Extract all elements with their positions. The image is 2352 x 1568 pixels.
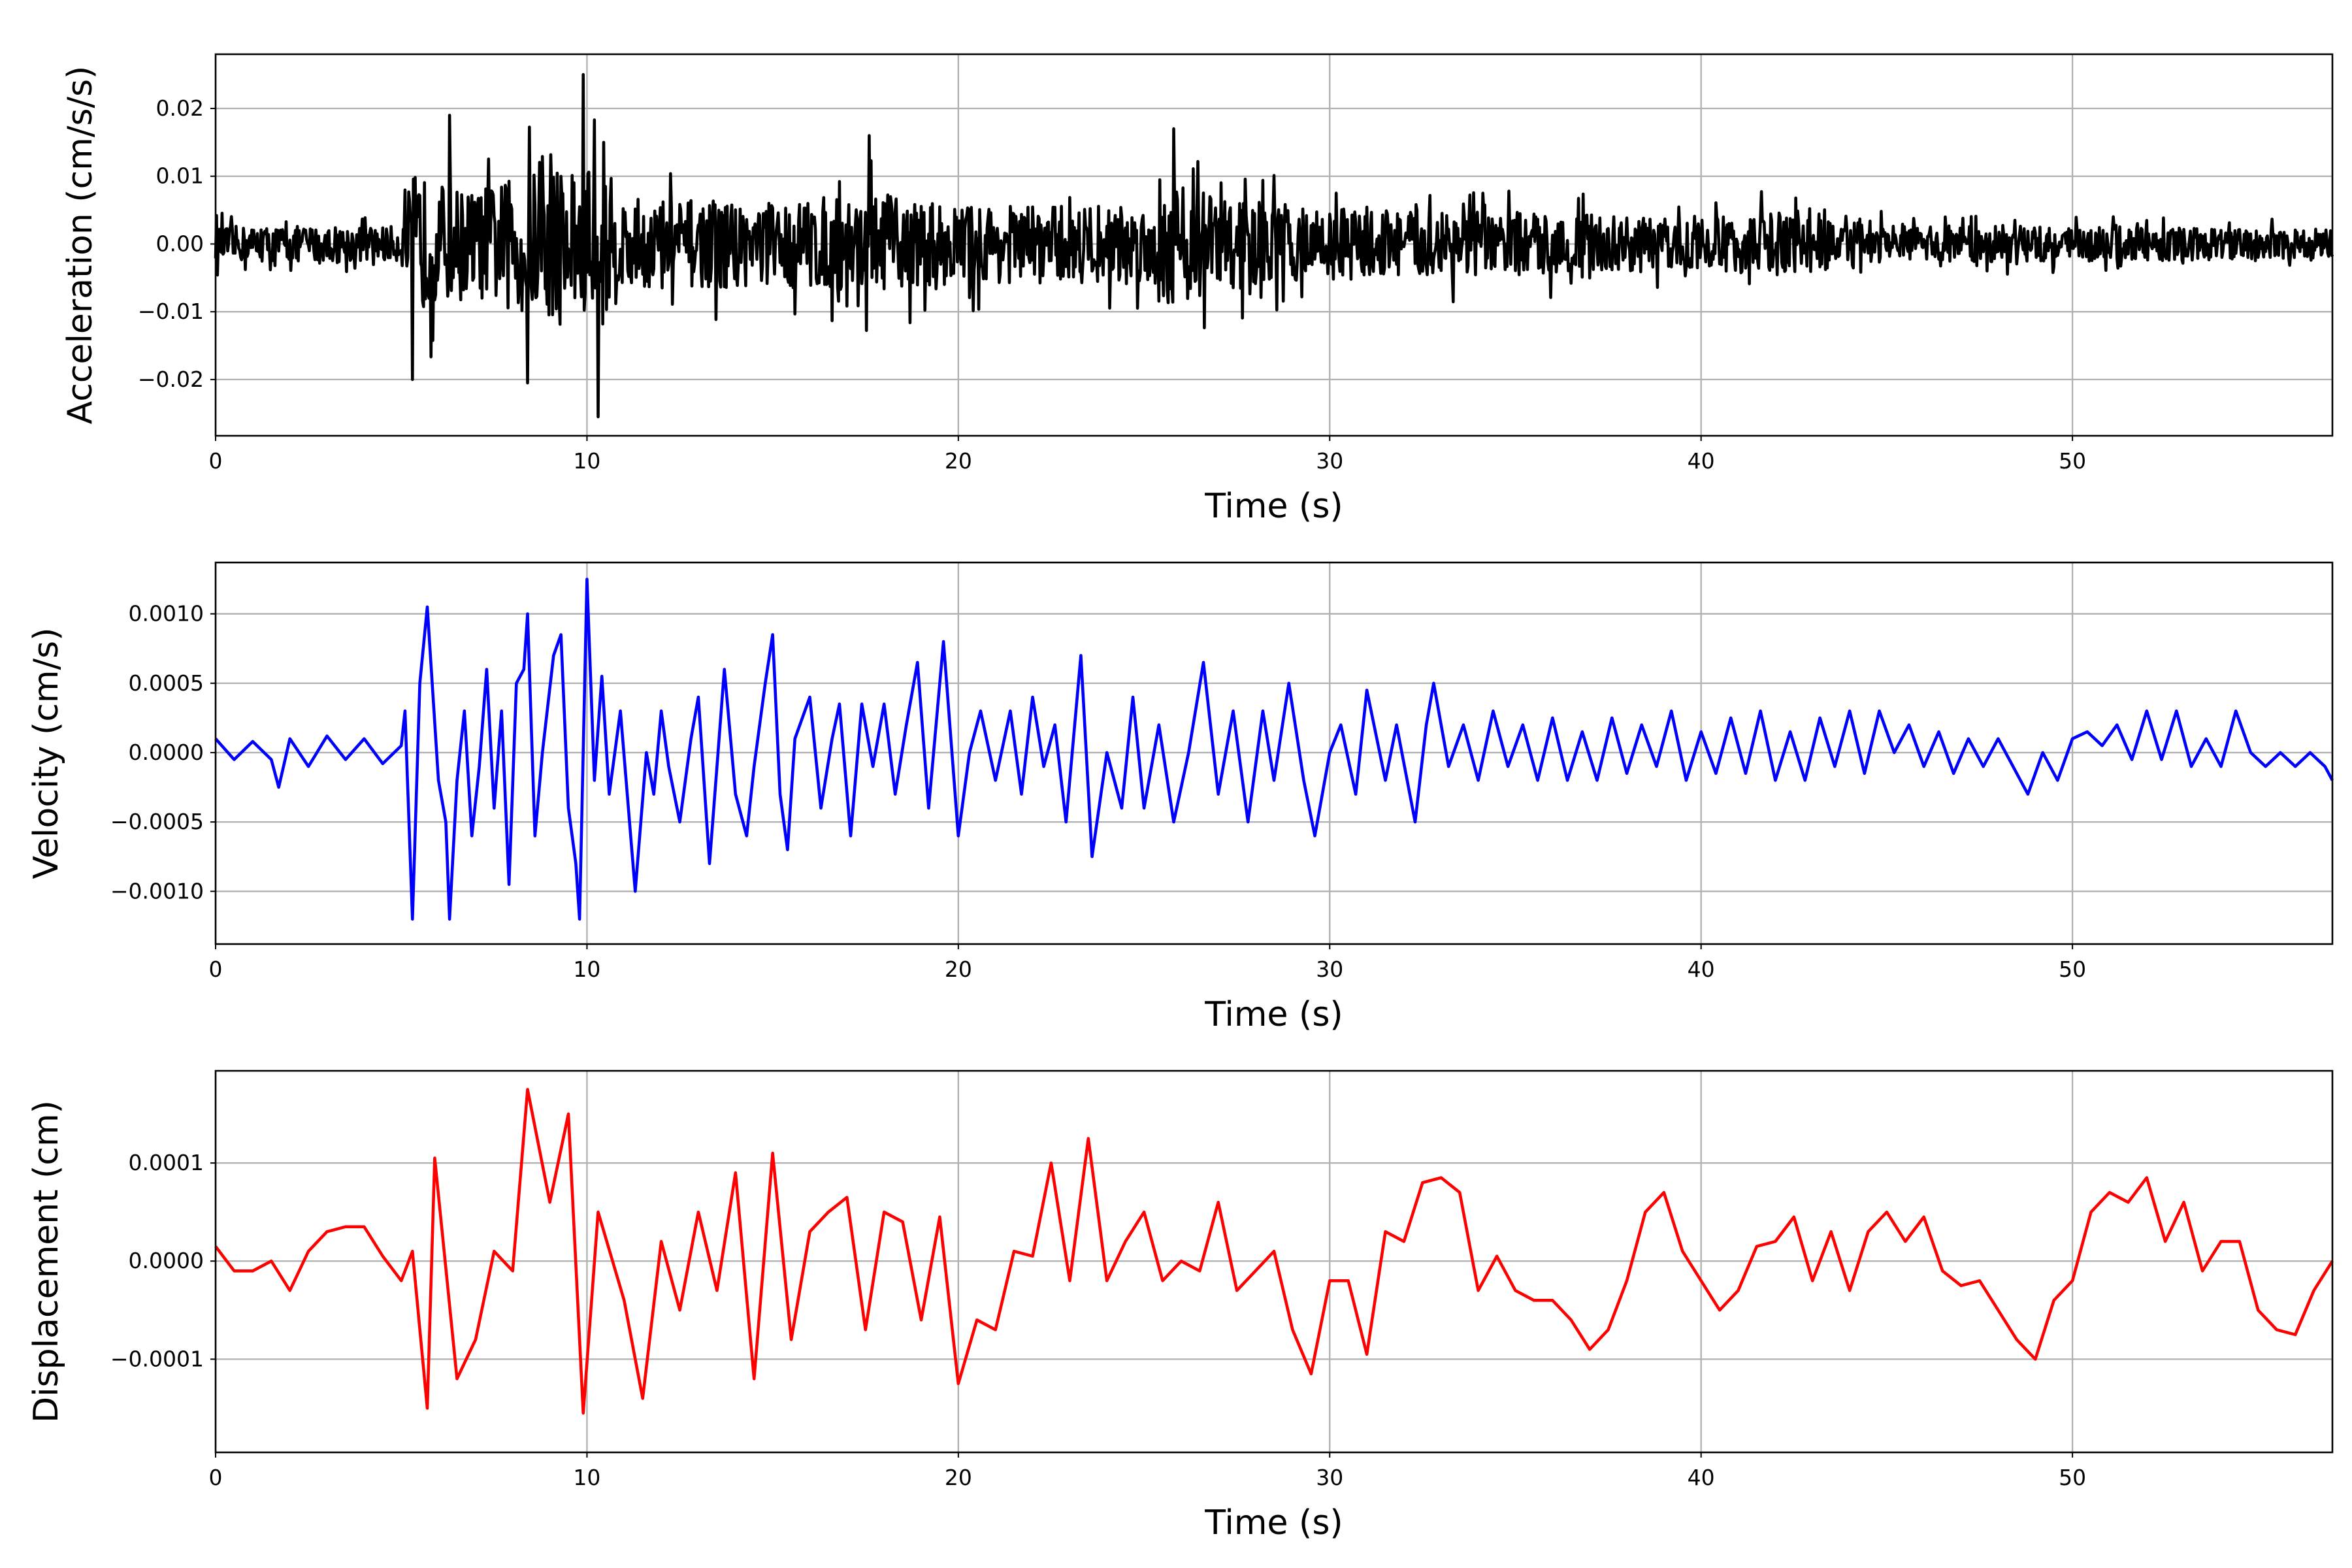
y-tick-label: −0.0010	[110, 878, 204, 904]
acceleration-panel: 0 10 20 30 40 50 −0.02 −0.01 0.00 0.01 0.02 Time (s…	[61, 53, 2334, 526]
x-tick-label: 0	[209, 956, 223, 982]
x-tick-label: 30	[1316, 956, 1343, 982]
x-tick-label: 50	[2059, 448, 2086, 474]
y-tick-label: 0.0010	[129, 601, 204, 627]
y-axis-label: Displacement (cm)	[27, 1100, 66, 1423]
acceleration-series-line	[214, 73, 2334, 419]
displacement-series-line	[214, 1088, 2334, 1415]
x-tick-label: 50	[2059, 956, 2086, 982]
x-tick-label: 40	[1688, 448, 1715, 474]
x-tick-label: 20	[945, 956, 972, 982]
displacement-panel: 0 10 20 30 40 50 −0.0001 0.0000 0.0001 Time (s) Di…	[27, 1070, 2334, 1543]
y-tick-label: −0.0005	[110, 809, 204, 834]
y-tick-label: 0.0005	[129, 670, 204, 696]
x-tick-label: 50	[2059, 1465, 2086, 1490]
x-axis-label: Time (s)	[1204, 995, 1343, 1034]
x-axis-label: Time (s)	[1204, 1503, 1343, 1543]
y-axis-label: Velocity (cm/s)	[27, 628, 66, 879]
x-tick-label: 20	[945, 1465, 972, 1490]
x-tick-label: 10	[573, 956, 600, 982]
velocity-series-line	[214, 578, 2334, 921]
axes-frame	[214, 53, 2334, 437]
y-axis-label: Acceleration (cm/s/s)	[61, 66, 100, 425]
x-tick-label: 20	[945, 448, 972, 474]
y-tick-label: 0.0000	[129, 740, 204, 765]
x-tick-label: 10	[573, 448, 600, 474]
x-tick-label: 10	[573, 1465, 600, 1490]
x-tick-label: 30	[1316, 448, 1343, 474]
x-tick-label: 0	[209, 448, 223, 474]
y-tick-label: −0.01	[138, 299, 204, 324]
x-tick-label: 30	[1316, 1465, 1343, 1490]
x-tick-label: 40	[1688, 1465, 1715, 1490]
axes-frame	[214, 561, 2334, 945]
y-tick-label: −0.02	[138, 367, 204, 392]
y-tick-label: 0.01	[156, 163, 204, 189]
y-tick-label: 0.0001	[129, 1150, 204, 1175]
velocity-panel: 0 10 20 30 40 50 −0.0010 −0.0005 0.0000 0.0005 0.0…	[27, 561, 2334, 1034]
y-tick-label: 0.0000	[129, 1248, 204, 1273]
x-tick-label: 0	[209, 1465, 223, 1490]
y-tick-label: −0.0001	[110, 1346, 204, 1371]
y-tick-label: 0.02	[156, 95, 204, 121]
x-tick-label: 40	[1688, 956, 1715, 982]
x-axis-label: Time (s)	[1204, 487, 1343, 526]
y-tick-label: 0.00	[156, 231, 204, 256]
